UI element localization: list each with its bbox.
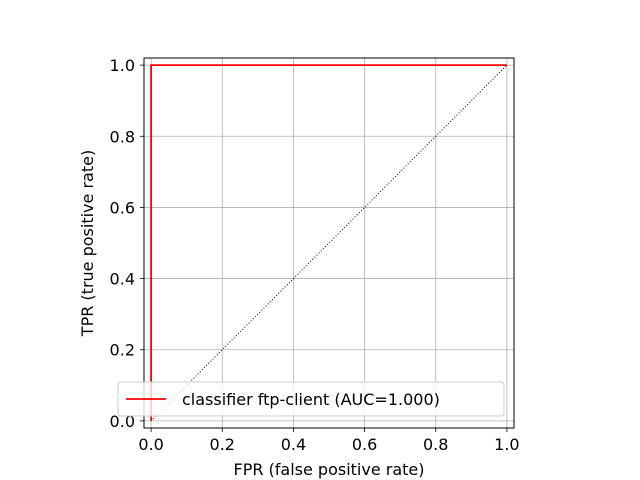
- roc-curve-line: [150, 64, 507, 421]
- x-tick-label: 1.0: [494, 435, 519, 454]
- grid: [144, 58, 514, 428]
- x-tick-label: 0.6: [352, 435, 377, 454]
- y-tick-label: 0.6: [110, 198, 135, 217]
- x-axis-label: FPR (false positive rate): [233, 460, 424, 479]
- y-tick-label: 1.0: [110, 56, 135, 75]
- y-tick-label: 0.0: [110, 412, 135, 431]
- y-tick-label: 0.8: [110, 127, 135, 146]
- x-tick-label: 0.4: [281, 435, 306, 454]
- y-axis-label: TPR (true positive rate): [78, 150, 97, 337]
- x-tick-label: 0.2: [210, 435, 235, 454]
- y-tick-label: 0.4: [110, 270, 135, 289]
- legend-box: [117, 381, 505, 417]
- x-tick-label: 0.8: [423, 435, 448, 454]
- plot-series: [150, 64, 508, 422]
- x-tick-label: 0.0: [138, 435, 163, 454]
- legend-entry-label: classifier ftp-client (AUC=1.000): [182, 390, 440, 409]
- legend: classifier ftp-client (AUC=1.000): [117, 381, 505, 417]
- axis-ticks: 0.0 0.2 0.4 0.6 0.8 1.0 0.0 0.2 0.4 0.6 0.8 1.0: [110, 56, 520, 454]
- plot-frame: [143, 57, 515, 429]
- y-tick-label: 0.2: [110, 341, 135, 360]
